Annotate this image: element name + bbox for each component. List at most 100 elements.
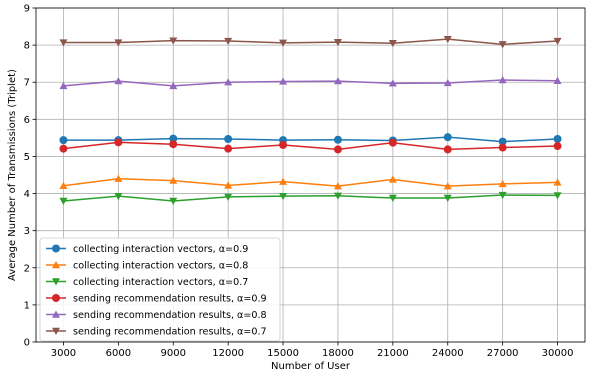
legend-label: collecting interaction vectors, α=0.8 bbox=[73, 261, 248, 272]
data-point bbox=[224, 193, 233, 201]
y-tick-label: 2 bbox=[24, 263, 30, 274]
y-tick-label: 5 bbox=[24, 152, 30, 163]
data-point bbox=[333, 38, 342, 47]
series-line bbox=[63, 79, 558, 87]
x-tick-label: 21000 bbox=[377, 348, 409, 359]
data-point bbox=[553, 37, 562, 46]
x-tick-label: 18000 bbox=[322, 348, 354, 359]
axis-ticks: 3000 6000 9000 12000 15000 18000 21000 24000 270… bbox=[24, 4, 574, 360]
data-point bbox=[553, 192, 562, 200]
series-1 bbox=[59, 174, 562, 190]
legend-label: sending recommendation results, α=0.9 bbox=[73, 294, 267, 305]
x-tick-label: 27000 bbox=[487, 348, 519, 359]
data-point bbox=[169, 176, 178, 184]
data-point bbox=[498, 191, 507, 200]
data-point bbox=[114, 192, 123, 201]
series-0 bbox=[59, 133, 562, 146]
data-point bbox=[498, 41, 507, 49]
legend-swatch-marker bbox=[52, 244, 60, 253]
data-point bbox=[443, 194, 452, 203]
legend-label: sending recommendation results, α=0.7 bbox=[73, 327, 267, 338]
series-3 bbox=[59, 138, 562, 154]
data-point bbox=[333, 135, 342, 144]
y-tick-label: 7 bbox=[24, 78, 30, 89]
series-line bbox=[63, 141, 558, 151]
x-tick-label: 30000 bbox=[542, 348, 574, 359]
data-point bbox=[169, 37, 178, 45]
series-line bbox=[63, 136, 558, 143]
data-point bbox=[114, 174, 123, 182]
x-tick-label: 24000 bbox=[432, 348, 464, 359]
series-5 bbox=[59, 35, 562, 49]
data-point bbox=[388, 194, 397, 203]
data-point bbox=[114, 138, 123, 147]
data-point bbox=[388, 40, 397, 48]
data-point bbox=[169, 197, 178, 205]
data-point bbox=[443, 133, 452, 142]
data-point bbox=[498, 137, 507, 146]
y-axis-label: Average Number of Transmissions (Triplet… bbox=[7, 69, 18, 281]
data-point bbox=[388, 79, 397, 87]
x-tick-label: 6000 bbox=[106, 348, 131, 359]
legend: collecting interaction vectors, α=0.9 col… bbox=[39, 237, 281, 342]
data-point bbox=[279, 192, 288, 201]
data-point bbox=[59, 144, 68, 153]
data-point bbox=[169, 134, 178, 143]
y-tick-label: 9 bbox=[24, 4, 30, 15]
data-point bbox=[224, 135, 233, 144]
data-point bbox=[224, 181, 233, 189]
legend-swatch-marker bbox=[52, 278, 60, 286]
legend-item: collecting interaction vectors, α=0.9 bbox=[46, 244, 248, 255]
data-point bbox=[333, 192, 342, 200]
legend-label: collecting interaction vectors, α=0.7 bbox=[73, 277, 248, 288]
series-line bbox=[63, 38, 558, 46]
series-4 bbox=[59, 75, 562, 90]
x-tick-label: 3000 bbox=[51, 348, 76, 359]
series-layer bbox=[59, 35, 562, 205]
legend-item: collecting interaction vectors, α=0.7 bbox=[46, 277, 248, 288]
data-point bbox=[333, 182, 342, 190]
data-point bbox=[279, 39, 288, 47]
legend-frame bbox=[39, 237, 281, 342]
data-point bbox=[224, 37, 233, 46]
legend-item: sending recommendation results, α=0.8 bbox=[46, 310, 267, 321]
y-tick-label: 0 bbox=[24, 338, 30, 349]
y-tick-label: 1 bbox=[24, 300, 30, 311]
legend-swatch-marker bbox=[52, 310, 60, 318]
data-point bbox=[279, 177, 288, 185]
data-point bbox=[59, 39, 68, 47]
data-point bbox=[114, 39, 123, 47]
legend-swatch-marker bbox=[52, 261, 60, 269]
x-tick-label: 12000 bbox=[212, 348, 244, 359]
legend-swatch-marker bbox=[52, 327, 60, 335]
data-point bbox=[59, 197, 68, 205]
y-tick-label: 3 bbox=[24, 226, 30, 237]
data-point bbox=[443, 182, 452, 190]
series-2 bbox=[59, 191, 562, 205]
x-tick-label: 9000 bbox=[161, 348, 186, 359]
legend-item: collecting interaction vectors, α=0.8 bbox=[46, 261, 248, 272]
y-tick-label: 8 bbox=[24, 41, 30, 52]
data-point bbox=[59, 181, 68, 189]
y-tick-label: 4 bbox=[24, 189, 30, 200]
data-point bbox=[553, 142, 562, 151]
series-line bbox=[63, 194, 558, 202]
data-point bbox=[224, 78, 233, 86]
data-point bbox=[59, 81, 68, 90]
legend-label: collecting interaction vectors, α=0.9 bbox=[73, 244, 248, 255]
series-line bbox=[63, 177, 558, 187]
data-point bbox=[388, 138, 397, 147]
data-point bbox=[114, 77, 123, 85]
legend-label: sending recommendation results, α=0.8 bbox=[73, 310, 267, 321]
y-tick-label: 6 bbox=[24, 115, 30, 126]
legend-item: sending recommendation results, α=0.7 bbox=[46, 327, 267, 338]
data-point bbox=[224, 144, 233, 153]
data-point bbox=[443, 78, 452, 87]
data-point bbox=[333, 77, 342, 85]
data-point bbox=[498, 75, 507, 84]
data-point bbox=[59, 136, 68, 145]
legend-swatch-marker bbox=[52, 294, 60, 302]
data-point bbox=[553, 178, 562, 186]
data-point bbox=[553, 135, 562, 144]
